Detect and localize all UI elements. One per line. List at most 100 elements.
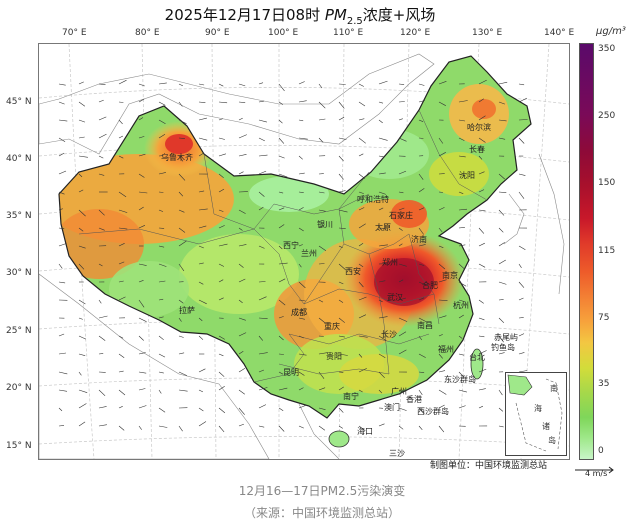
wind-vector: [58, 263, 63, 269]
wind-vector: [458, 281, 467, 287]
wind-vector: [438, 370, 446, 373]
wind-vector: [278, 299, 286, 306]
inset-label-d: 岛: [548, 436, 556, 445]
wind-vector: [258, 404, 267, 409]
wind-vector: [158, 209, 164, 212]
wind-vector: [498, 281, 507, 285]
wind-vector: [478, 299, 484, 304]
wind-vector: [378, 389, 383, 394]
wind-vector: [178, 240, 187, 247]
wind-vector: [418, 244, 426, 247]
city-fuzhou: 福州: [438, 345, 454, 354]
wind-vector: [378, 80, 388, 85]
wind-vector: [338, 317, 345, 323]
wind-vector: [518, 352, 525, 355]
wind-vector: [378, 119, 383, 124]
wind-vector: [198, 299, 207, 305]
wind-vector: [158, 134, 166, 139]
wind-vector: [438, 263, 446, 270]
wind-vector: [278, 155, 285, 159]
wind-vector: [138, 117, 144, 121]
wind-vector: [78, 209, 86, 217]
wind-vector: [218, 425, 225, 433]
wind-vector: [478, 317, 485, 321]
china-border: [58, 55, 532, 419]
wind-vector: [178, 371, 188, 376]
wind-vector: [298, 405, 306, 409]
wind-vector: [258, 352, 268, 355]
wind-vector: [338, 101, 345, 109]
colorbar-tick-350: 350: [598, 44, 616, 54]
wind-vector: [398, 297, 406, 301]
wind-vector: [458, 389, 467, 393]
wind-vector: [518, 297, 524, 301]
wind-vector: [518, 333, 525, 337]
wind-vector: [198, 407, 204, 412]
city-zhengzhou: 郑州: [382, 258, 398, 267]
colorbar-tick-250: 250: [598, 111, 616, 121]
wind-vector: [298, 207, 304, 211]
wind-vector: [238, 154, 247, 157]
city-nanning: 南宁: [343, 392, 359, 401]
caption-line-2: （来源：中国环境监测总站）: [243, 506, 400, 520]
wind-vector: [438, 227, 443, 233]
wind-vector: [338, 190, 346, 193]
city-hohhot: 呼和浩特: [357, 195, 389, 204]
wind-vector: [498, 81, 508, 85]
wind-vector: [218, 118, 224, 121]
wind-vector: [58, 83, 66, 86]
wind-vector: [358, 296, 367, 301]
city-harbin: 哈尔滨: [467, 123, 491, 132]
wind-vector: [258, 82, 264, 85]
wind-vector: [278, 387, 288, 391]
wind-vector: [358, 173, 366, 179]
wind-vector: [98, 116, 107, 121]
wind-vector: [518, 245, 526, 251]
wind-vector: [98, 209, 105, 216]
wind-vector: [118, 353, 125, 359]
wind-vector: [338, 155, 344, 162]
city-shijiazhuang: 石家庄: [389, 211, 413, 220]
wind-vector: [458, 119, 466, 122]
hainan-island: [328, 430, 350, 448]
wind-vector: [298, 81, 305, 85]
wind-vector: [98, 299, 102, 304]
wind-vector: [478, 263, 486, 268]
wind-vector: [418, 297, 425, 301]
wind-vector: [158, 407, 166, 413]
wind-vector: [438, 245, 444, 248]
wind-vector: [298, 137, 308, 140]
wind-vector: [218, 279, 224, 283]
lat-label-15: 15° N: [6, 441, 32, 451]
wind-vector: [138, 136, 145, 139]
wind-vector: [298, 371, 305, 376]
wind-vector: [138, 425, 142, 430]
wind-vector: [238, 389, 245, 395]
wind-vector: [98, 424, 107, 427]
lat-label-20: 20° N: [6, 383, 32, 393]
wind-vector: [358, 191, 364, 194]
wind-vector: [158, 371, 164, 374]
wind-vector: [518, 97, 528, 103]
city-hangzhou: 杭州: [453, 301, 469, 310]
wind-vector: [318, 83, 323, 89]
wind-legend: 4 m/s: [573, 460, 623, 478]
wind-vector: [238, 368, 246, 373]
wind-vector: [498, 137, 506, 140]
wind-vector: [178, 173, 186, 181]
wind-vector: [378, 316, 388, 319]
wind-vector: [98, 263, 103, 267]
wind-vector: [58, 352, 67, 355]
wind-vector: [218, 137, 225, 140]
wind-vector: [98, 353, 104, 355]
city-changchun: 长春: [469, 145, 485, 154]
wind-vector: [378, 371, 385, 379]
wind-vector: [338, 299, 344, 303]
wind-vector: [118, 155, 124, 159]
city-taipei: 台北: [469, 353, 485, 362]
wind-vector: [298, 119, 304, 122]
wind-vector: [258, 296, 267, 301]
wind-vector: [198, 117, 207, 121]
wind-vector: [258, 119, 267, 123]
lon-label-110: 110° E: [333, 28, 364, 38]
